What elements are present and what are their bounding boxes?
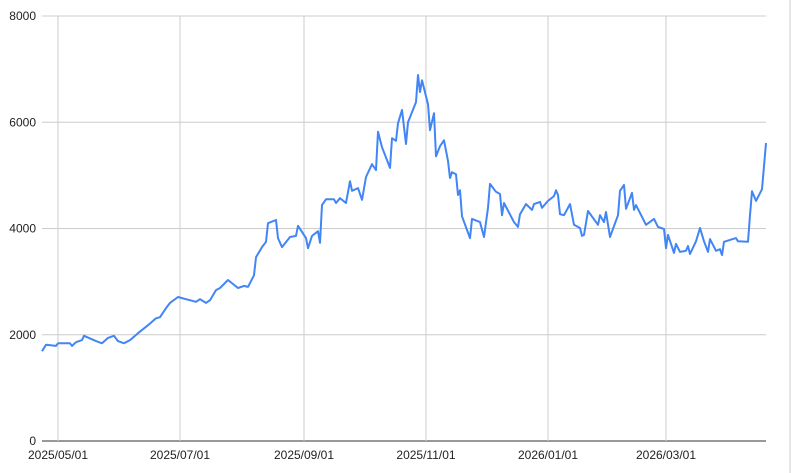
x-tick-label: 2026/03/01 bbox=[636, 448, 696, 462]
x-tick-label: 2025/11/01 bbox=[396, 448, 455, 462]
x-tick-label: 2025/09/01 bbox=[274, 448, 334, 462]
x-tick-label: 2025/05/01 bbox=[28, 448, 88, 462]
y-axis-ticks: 0 2000 4000 6000 8000 bbox=[9, 9, 36, 448]
x-tick-label: 2026/01/01 bbox=[518, 448, 578, 462]
x-tick-label: 2025/07/01 bbox=[150, 448, 210, 462]
x-axis-ticks: 2025/05/01 2025/07/01 2025/09/01 2025/11/01… bbox=[28, 448, 696, 462]
y-tick-label: 6000 bbox=[9, 115, 36, 129]
y-tick-label: 2000 bbox=[9, 328, 36, 342]
y-tick-label: 8000 bbox=[9, 9, 36, 23]
y-tick-label: 4000 bbox=[9, 222, 36, 236]
gridlines bbox=[42, 15, 766, 442]
y-tick-label: 0 bbox=[29, 434, 36, 448]
series-line bbox=[41, 74, 767, 352]
